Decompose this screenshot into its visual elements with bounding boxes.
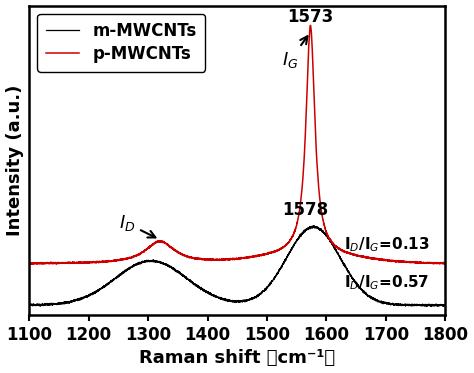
m-MWCNTs [443, 303, 448, 307]
p-MWCNTs [201, 257, 207, 261]
Text: $I_D$: $I_D$ [119, 213, 155, 238]
p-MWCNTs [224, 257, 230, 262]
X-axis label: Raman shift （cm⁻¹）: Raman shift （cm⁻¹） [139, 350, 335, 367]
Text: I$_D$/I$_G$=0.57: I$_D$/I$_G$=0.57 [344, 274, 429, 292]
m-MWCNTs [201, 289, 207, 294]
p-MWCNTs [443, 261, 448, 265]
m-MWCNTs [224, 297, 230, 302]
m-MWCNTs [430, 303, 436, 307]
m-MWCNTs [329, 241, 335, 246]
Text: 1578: 1578 [282, 201, 328, 219]
p-MWCNTs [26, 261, 32, 266]
Text: 1573: 1573 [287, 8, 334, 26]
m-MWCNTs [26, 303, 32, 307]
p-MWCNTs [308, 23, 313, 28]
p-MWCNTs [409, 260, 415, 264]
m-MWCNTs [409, 303, 415, 308]
p-MWCNTs [205, 257, 210, 261]
Line: p-MWCNTs: p-MWCNTs [29, 25, 446, 264]
Text: I$_D$/I$_G$=0.13: I$_D$/I$_G$=0.13 [344, 235, 430, 254]
Y-axis label: Intensity (a.u.): Intensity (a.u.) [6, 85, 24, 236]
p-MWCNTs [329, 240, 335, 245]
m-MWCNTs [311, 223, 317, 228]
p-MWCNTs [34, 262, 40, 266]
Line: m-MWCNTs: m-MWCNTs [29, 226, 446, 306]
Legend: m-MWCNTs, p-MWCNTs: m-MWCNTs, p-MWCNTs [37, 14, 205, 72]
m-MWCNTs [428, 304, 434, 308]
Text: $I_G$: $I_G$ [282, 36, 308, 70]
m-MWCNTs [204, 290, 210, 294]
p-MWCNTs [430, 261, 436, 266]
